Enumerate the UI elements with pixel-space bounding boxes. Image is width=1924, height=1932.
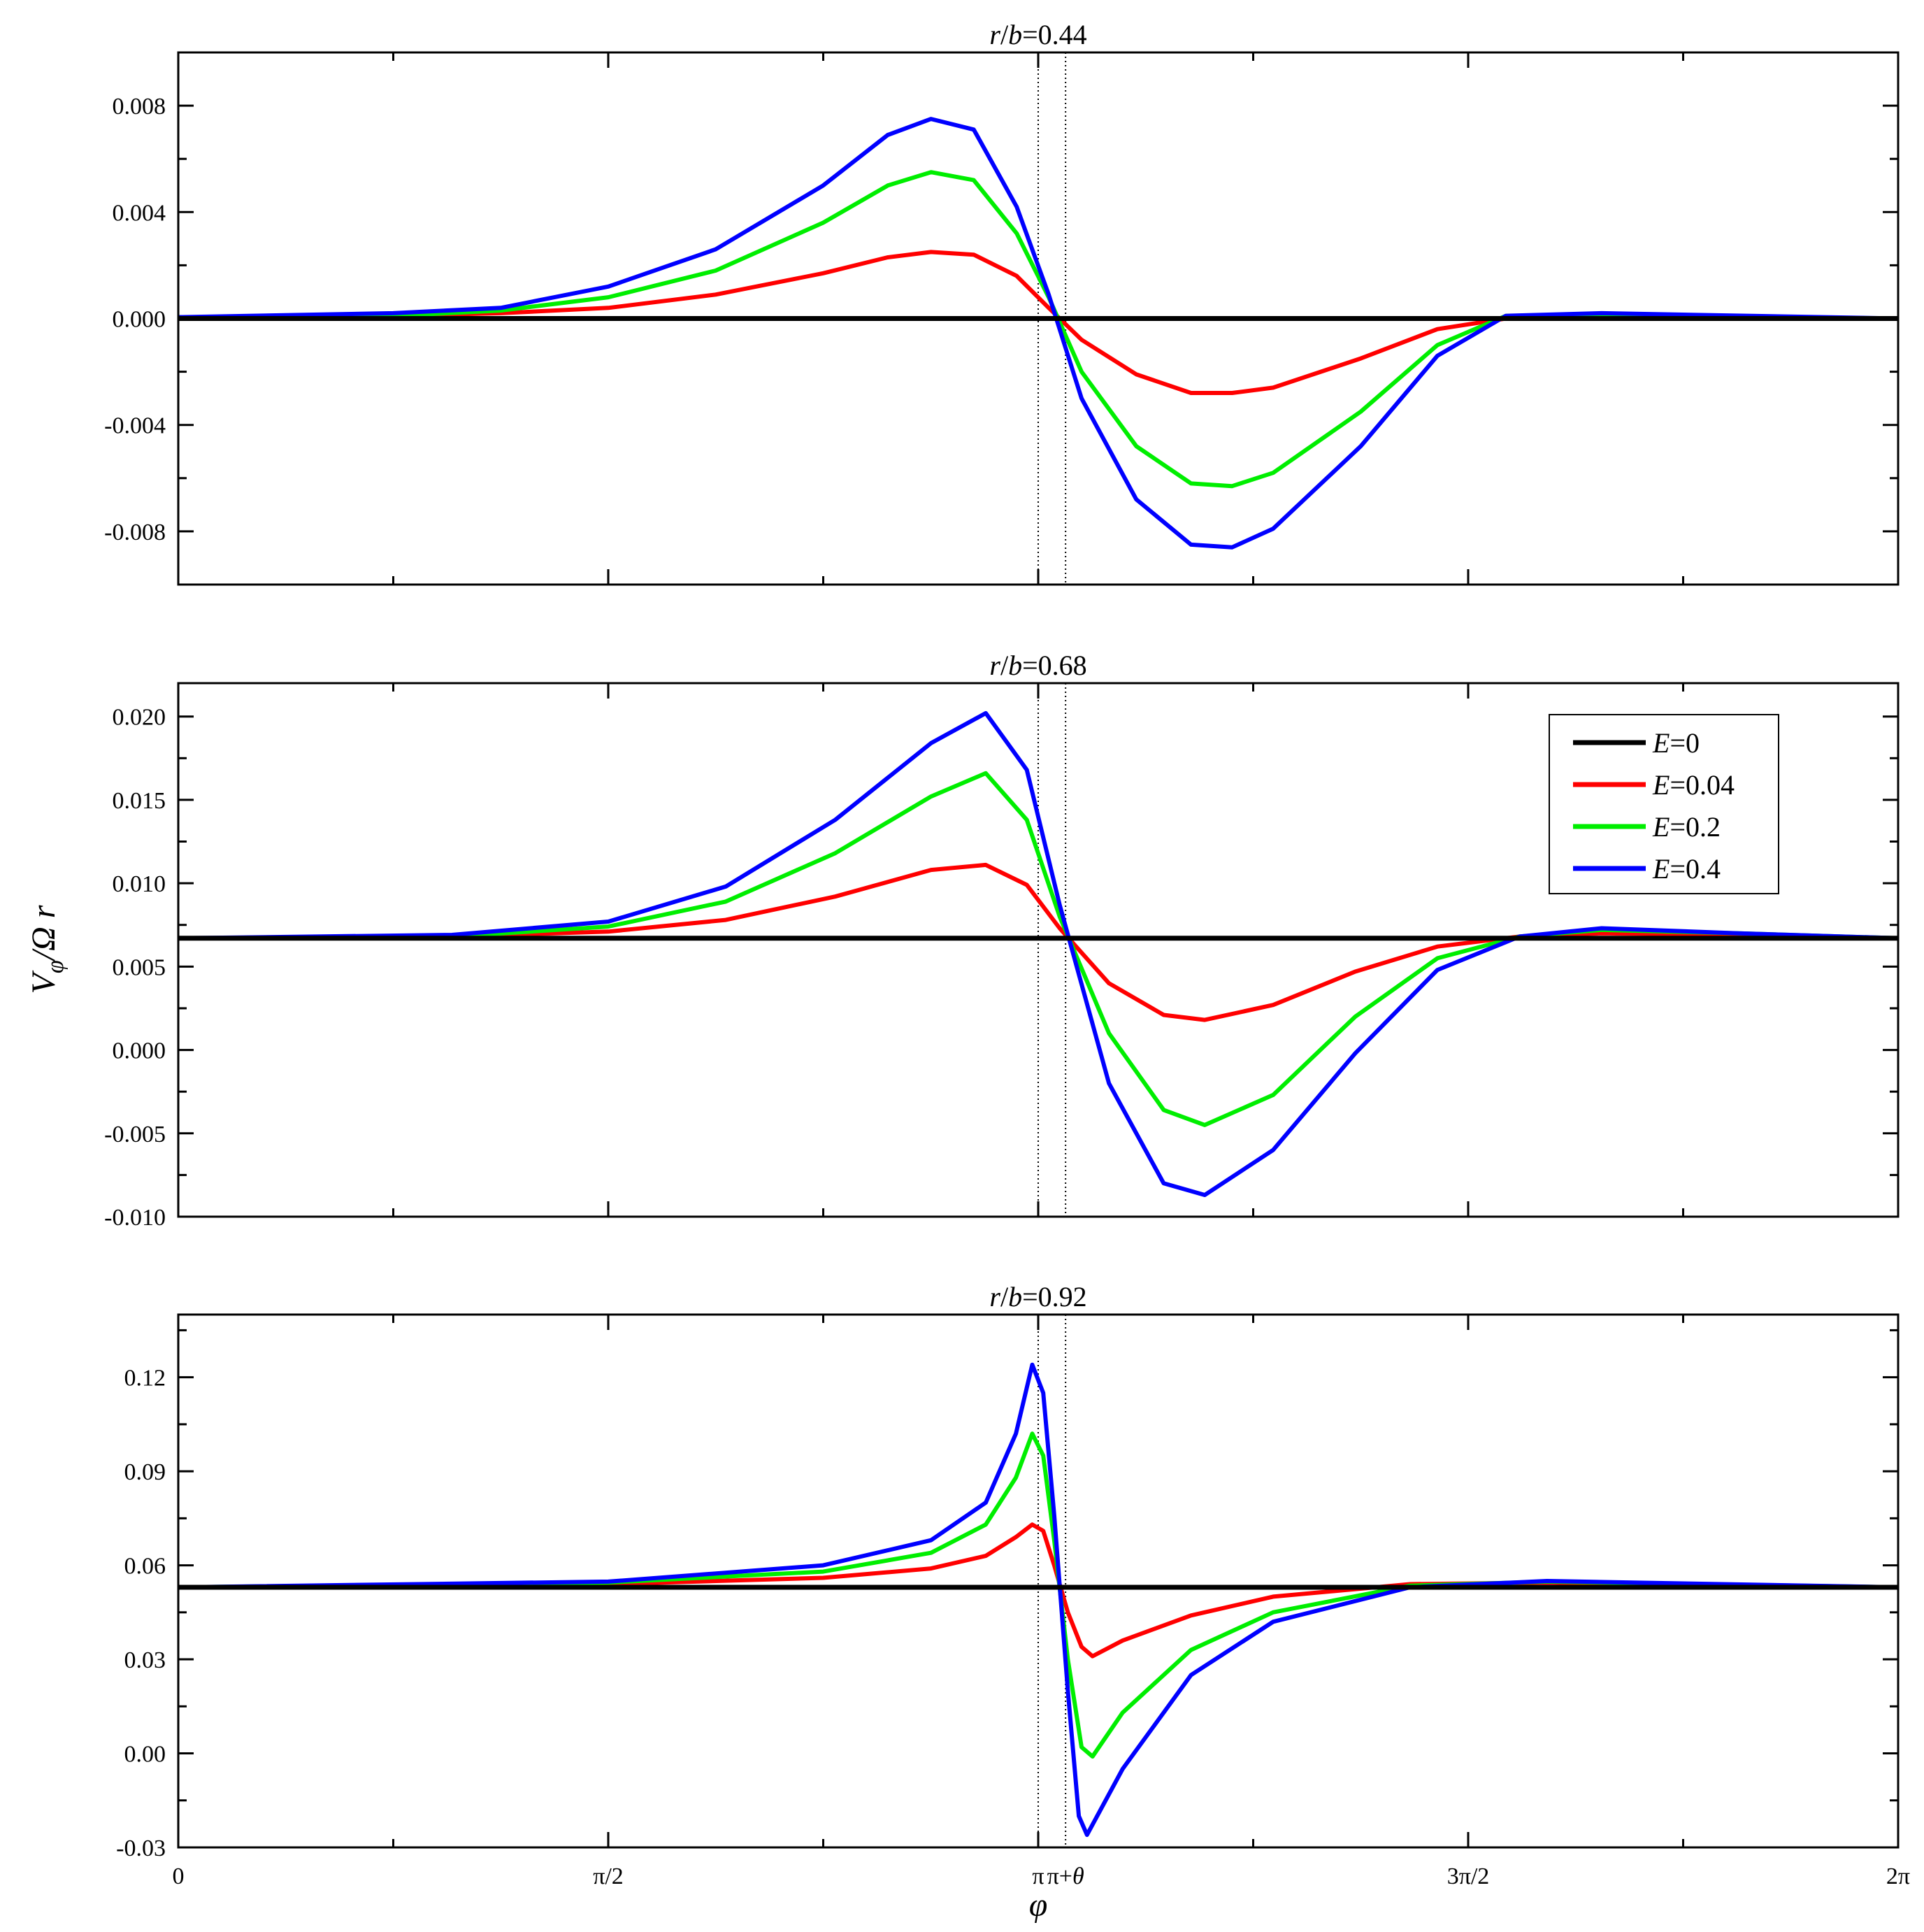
x-axis-labels: 0 π/2 π π+θ 3π/2 2π [173, 1863, 1911, 1889]
y-tick-label: 0.004 [113, 200, 166, 226]
x-tick-label: π/2 [593, 1863, 624, 1889]
series-line-e-0-4 [178, 1362, 1898, 1838]
y-tick-label: 0.00 [124, 1742, 166, 1768]
y-tick-label: 0.12 [124, 1366, 166, 1391]
panel-2: 0.020 0.015 0.010 0.005 0.000 -0.005 -0.010 r/b… [104, 650, 1900, 1231]
y-tick-label: 0.010 [113, 871, 166, 897]
panel-3: 0.12 0.09 0.06 0.03 0.00 -0.03 r/b=0.92 [116, 1281, 1900, 1861]
y-tick-label: 0.005 [113, 954, 166, 980]
panel-title: r/b=0.92 [989, 1281, 1086, 1312]
y-tick-label: -0.008 [104, 520, 166, 545]
x-tick-label: 0 [173, 1863, 185, 1889]
y-tick-label: 0.09 [124, 1459, 166, 1485]
y-tick-label: 0.000 [113, 307, 166, 333]
x-tick-label: π [1032, 1863, 1044, 1889]
y-tick-label: 0.008 [113, 94, 166, 120]
y-tick-label: -0.03 [116, 1836, 166, 1861]
legend: E=0 E=0.04 E=0.2 E=0.4 [1549, 714, 1779, 894]
x-tick-label: 3π/2 [1447, 1863, 1490, 1889]
y-tick-label: 0.03 [124, 1647, 166, 1673]
legend-label: E=0 [1652, 727, 1700, 759]
x-tick-label: 2π [1886, 1863, 1910, 1889]
y-tick-label: 0.06 [124, 1554, 166, 1580]
y-tick-label: 0.015 [113, 788, 166, 814]
y-tick-label: 0.020 [113, 705, 166, 731]
legend-label: E=0.2 [1652, 811, 1721, 843]
y-tick-label: -0.010 [104, 1205, 166, 1231]
panel-1: 0.008 0.004 0.000 -0.004 -0.008 r/b=0.44 [104, 19, 1900, 586]
y-tick-label: -0.004 [104, 413, 166, 439]
y-tick-label: -0.005 [104, 1122, 166, 1147]
x-axis-title: φ [1029, 1887, 1048, 1924]
legend-label: E=0.4 [1652, 853, 1721, 885]
y-tick-label: 0.000 [113, 1038, 166, 1064]
panel-title: r/b=0.44 [989, 19, 1086, 50]
series-line-e-0-4 [178, 117, 1898, 550]
legend-label: E=0.04 [1652, 769, 1735, 801]
series-line-e-0-04 [178, 250, 1898, 395]
panel-title: r/b=0.68 [989, 650, 1086, 681]
y-axis-title: Vφ/Ω r [25, 905, 69, 994]
x-tick-label: π+θ [1047, 1863, 1084, 1889]
panels-layer: 0.008 0.004 0.000 -0.004 -0.008 r/b=0.44 0.020… [104, 19, 1900, 1861]
